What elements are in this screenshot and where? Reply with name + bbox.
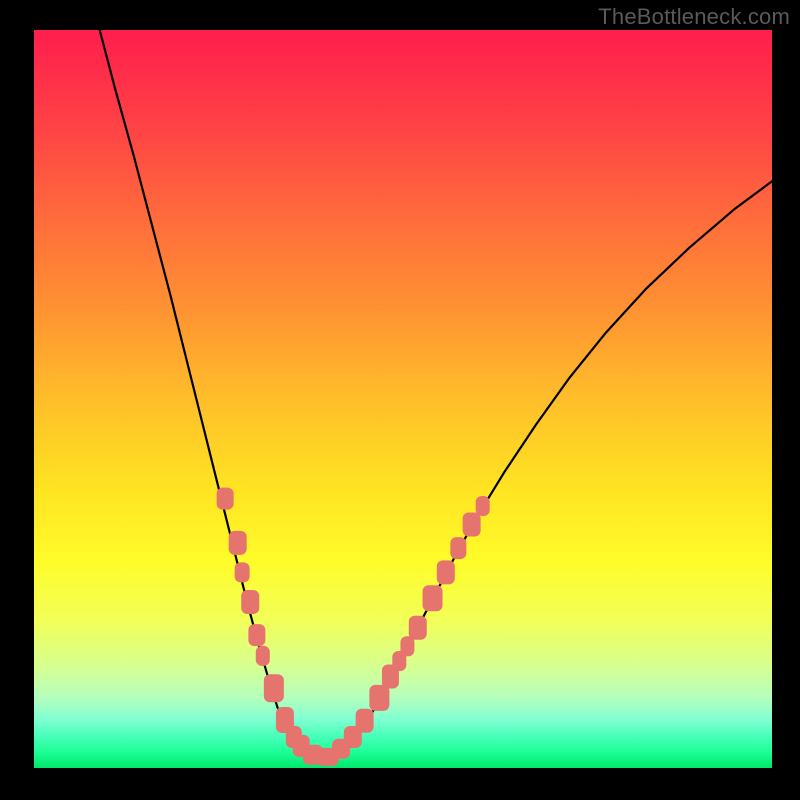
marker-point: [450, 537, 466, 559]
chart-svg: [0, 0, 800, 800]
marker-point: [369, 685, 389, 711]
marker-point: [463, 512, 481, 536]
chart-frame: { "watermark": "TheBottleneck.com", "can…: [0, 0, 800, 800]
marker-point: [476, 496, 490, 516]
marker-point: [256, 646, 270, 666]
watermark-text: TheBottleneck.com: [598, 4, 790, 30]
marker-point: [217, 488, 234, 510]
marker-point: [437, 560, 455, 584]
marker-point: [229, 531, 247, 555]
marker-point: [409, 616, 427, 640]
marker-point: [248, 624, 265, 646]
marker-point: [241, 590, 259, 614]
marker-point: [235, 562, 250, 582]
marker-point: [356, 709, 374, 733]
marker-point: [423, 585, 443, 611]
marker-point: [264, 674, 284, 702]
